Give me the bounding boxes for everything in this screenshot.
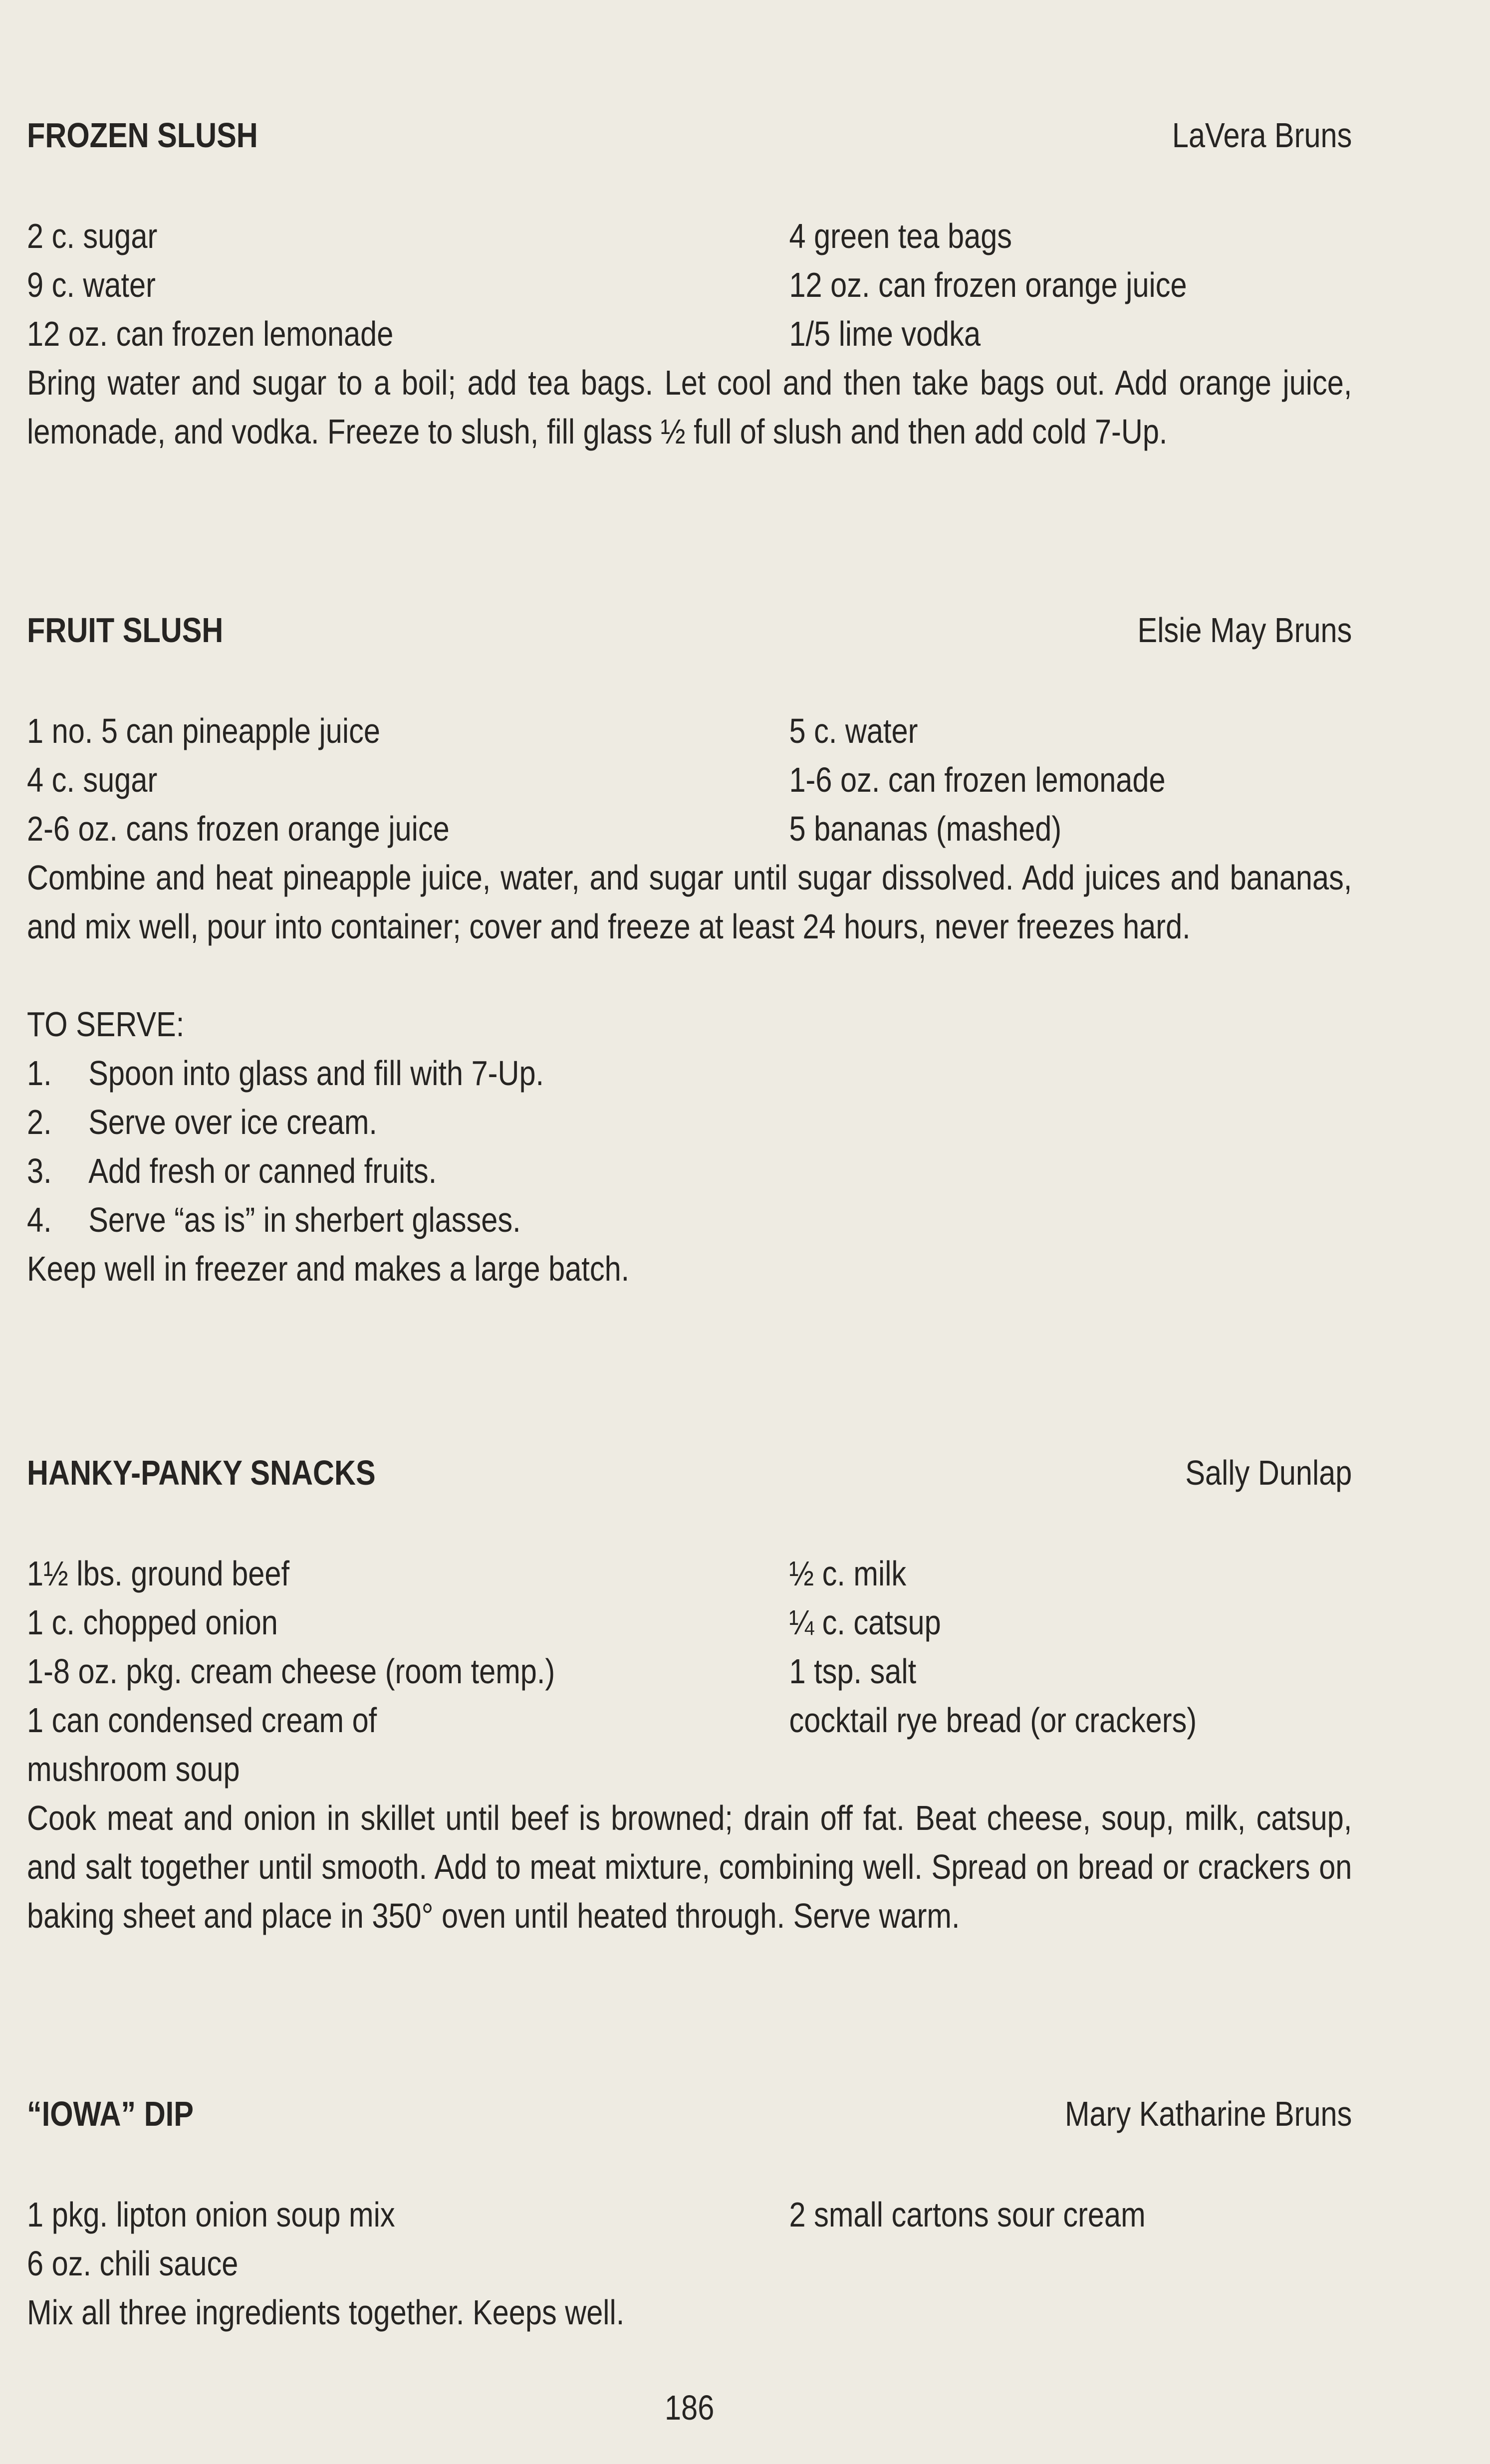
ingredients-left: 1 pkg. lipton onion soup mix 6 oz. chili … (27, 2190, 789, 2288)
ingredient: 1/5 lime vodka (789, 314, 981, 353)
step-text: Serve over ice cream. (88, 1103, 377, 1141)
recipe-author: Mary Katharine Bruns (1064, 2094, 1352, 2133)
ingredient: 1 no. 5 can pineapple juice (27, 711, 380, 750)
ingredients-left: 2 c. sugar 9 c. water 12 oz. can frozen le… (27, 212, 789, 358)
step-number: 4. (27, 1200, 52, 1239)
recipe-author: Elsie May Bruns (1137, 611, 1352, 650)
serving-step: 3. Add fresh or canned fruits. (27, 1146, 1352, 1195)
serving-note: Keep well in freezer and makes a large b… (27, 1249, 630, 1288)
recipe: FROZEN SLUSH LaVera Bruns 2 c. sugar 9 c. w… (27, 111, 1352, 456)
recipe-header: HANKY-PANKY SNACKS Sally Dunlap (27, 1448, 1352, 1497)
step-number: 3. (27, 1151, 52, 1190)
ingredient: 12 oz. can frozen lemonade (27, 314, 394, 353)
step-text: Spoon into glass and fill with 7-Up. (88, 1054, 544, 1093)
ingredient: ¼ c. catsup (789, 1603, 941, 1642)
recipe-author: LaVera Bruns (1172, 116, 1352, 155)
recipe-title: “IOWA” DIP (27, 2094, 194, 2133)
ingredient: 1-6 oz. can frozen lemonade (789, 760, 1166, 799)
ingredient: ½ c. milk (789, 1554, 907, 1593)
recipe-author: Sally Dunlap (1185, 1453, 1352, 1492)
recipe: “IOWA” DIP Mary Katharine Bruns 1 pkg. lip… (27, 2089, 1352, 2337)
step-text: Add fresh or canned fruits. (88, 1151, 437, 1190)
ingredient: 5 bananas (mashed) (789, 809, 1062, 848)
ingredients: 1 pkg. lipton onion soup mix 6 oz. chili … (27, 2190, 1352, 2288)
ingredients: 1½ lbs. ground beef 1 c. chopped onion 1-8… (27, 1549, 1352, 1793)
recipe: HANKY-PANKY SNACKS Sally Dunlap 1½ lbs. gr… (27, 1448, 1352, 1940)
ingredient: 1 can condensed cream of (27, 1701, 377, 1740)
ingredients-right: 4 green tea bags 12 oz. can frozen orange… (789, 212, 1352, 358)
ingredient: 1 c. chopped onion (27, 1603, 278, 1642)
recipe-title: FRUIT SLUSH (27, 611, 224, 650)
ingredients-right: 2 small cartons sour cream (789, 2190, 1352, 2288)
directions: Combine and heat pineapple juice, water,… (27, 858, 1352, 946)
ingredients-left: 1½ lbs. ground beef 1 c. chopped onion 1-8… (27, 1549, 789, 1793)
ingredients-left: 1 no. 5 can pineapple juice 4 c. sugar 2-6… (27, 706, 789, 853)
directions: Bring water and sugar to a boil; add tea… (27, 363, 1352, 451)
ingredients-right: ½ c. milk ¼ c. catsup 1 tsp. salt cocktail … (789, 1549, 1352, 1793)
step-number: 1. (27, 1054, 52, 1093)
serving-step: 2. Serve over ice cream. (27, 1098, 1352, 1146)
step-text: Serve “as is” in sherbert glasses. (88, 1200, 521, 1239)
recipe: FRUIT SLUSH Elsie May Bruns 1 no. 5 can pi… (27, 606, 1352, 1293)
ingredient: 2-6 oz. cans frozen orange juice (27, 809, 450, 848)
ingredient: 4 green tea bags (789, 217, 1012, 255)
ingredient: 1 pkg. lipton onion soup mix (27, 2195, 395, 2234)
recipe-header: FROZEN SLUSH LaVera Bruns (27, 111, 1352, 160)
ingredients: 1 no. 5 can pineapple juice 4 c. sugar 2-6… (27, 706, 1352, 853)
ingredient: 9 c. water (27, 265, 156, 304)
recipe-title: FROZEN SLUSH (27, 116, 258, 155)
recipe-header: FRUIT SLUSH Elsie May Bruns (27, 606, 1352, 655)
step-number: 2. (27, 1103, 52, 1141)
page-content: FROZEN SLUSH LaVera Bruns 2 c. sugar 9 c. w… (27, 0, 1352, 2464)
directions: Cook meat and onion in skillet until bee… (27, 1798, 1352, 1935)
directions: Mix all three ingredients together. Keep… (27, 2293, 625, 2332)
ingredients: 2 c. sugar 9 c. water 12 oz. can frozen le… (27, 212, 1352, 358)
page-number: 186 (665, 2388, 715, 2427)
ingredient: 12 oz. can frozen orange juice (789, 265, 1187, 304)
ingredient: 2 c. sugar (27, 217, 158, 255)
ingredient: mushroom soup (27, 1750, 240, 1789)
serving-step: 1. Spoon into glass and fill with 7-Up. (27, 1049, 1352, 1098)
recipe-header: “IOWA” DIP Mary Katharine Bruns (27, 2089, 1352, 2138)
serving-heading: TO SERVE: (27, 1005, 185, 1044)
ingredient: cocktail rye bread (or crackers) (789, 1701, 1197, 1740)
ingredient: 1-8 oz. pkg. cream cheese (room temp.) (27, 1652, 555, 1691)
ingredient: 6 oz. chili sauce (27, 2244, 239, 2283)
serving-step: 4. Serve “as is” in sherbert glasses. (27, 1195, 1352, 1244)
ingredient: 4 c. sugar (27, 760, 158, 799)
ingredient: 1½ lbs. ground beef (27, 1554, 289, 1593)
ingredient: 1 tsp. salt (789, 1652, 917, 1691)
recipe-title: HANKY-PANKY SNACKS (27, 1453, 376, 1492)
ingredients-right: 5 c. water 1-6 oz. can frozen lemonade 5 b… (789, 706, 1352, 853)
ingredient: 2 small cartons sour cream (789, 2195, 1146, 2234)
ingredient: 5 c. water (789, 711, 918, 750)
